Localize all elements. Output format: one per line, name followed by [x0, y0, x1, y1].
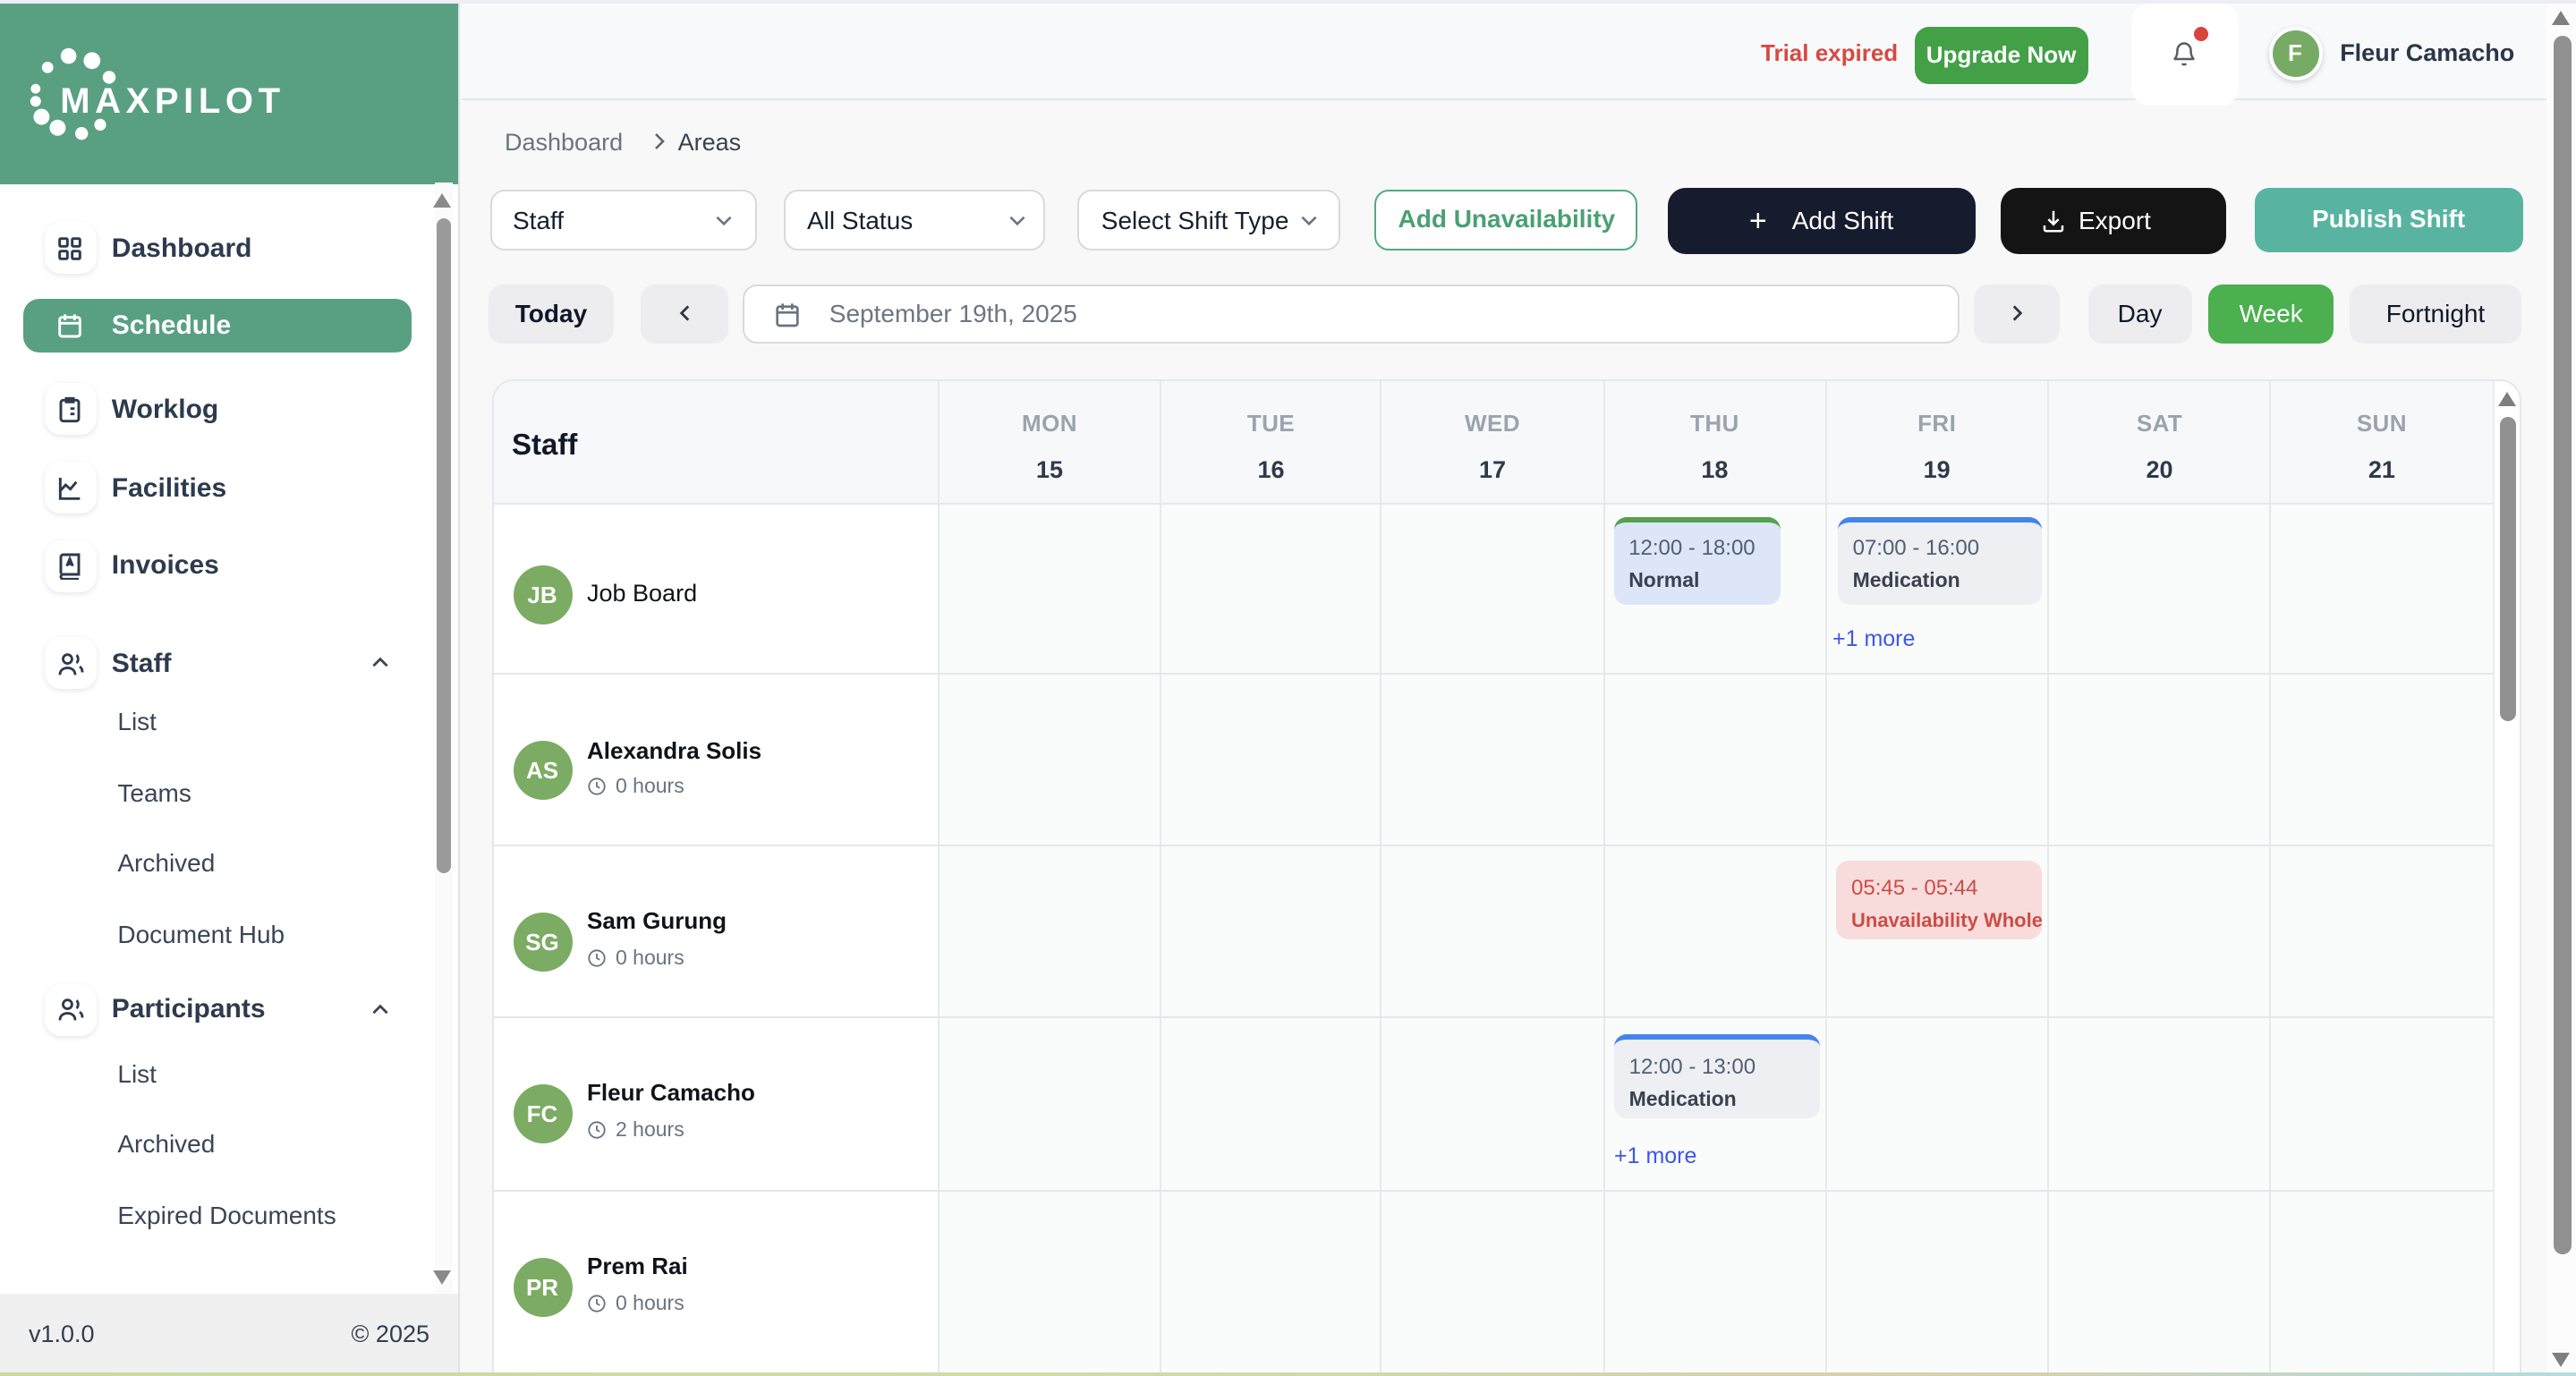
svg-text:MAXPILOT: MAXPILOT	[60, 81, 285, 121]
